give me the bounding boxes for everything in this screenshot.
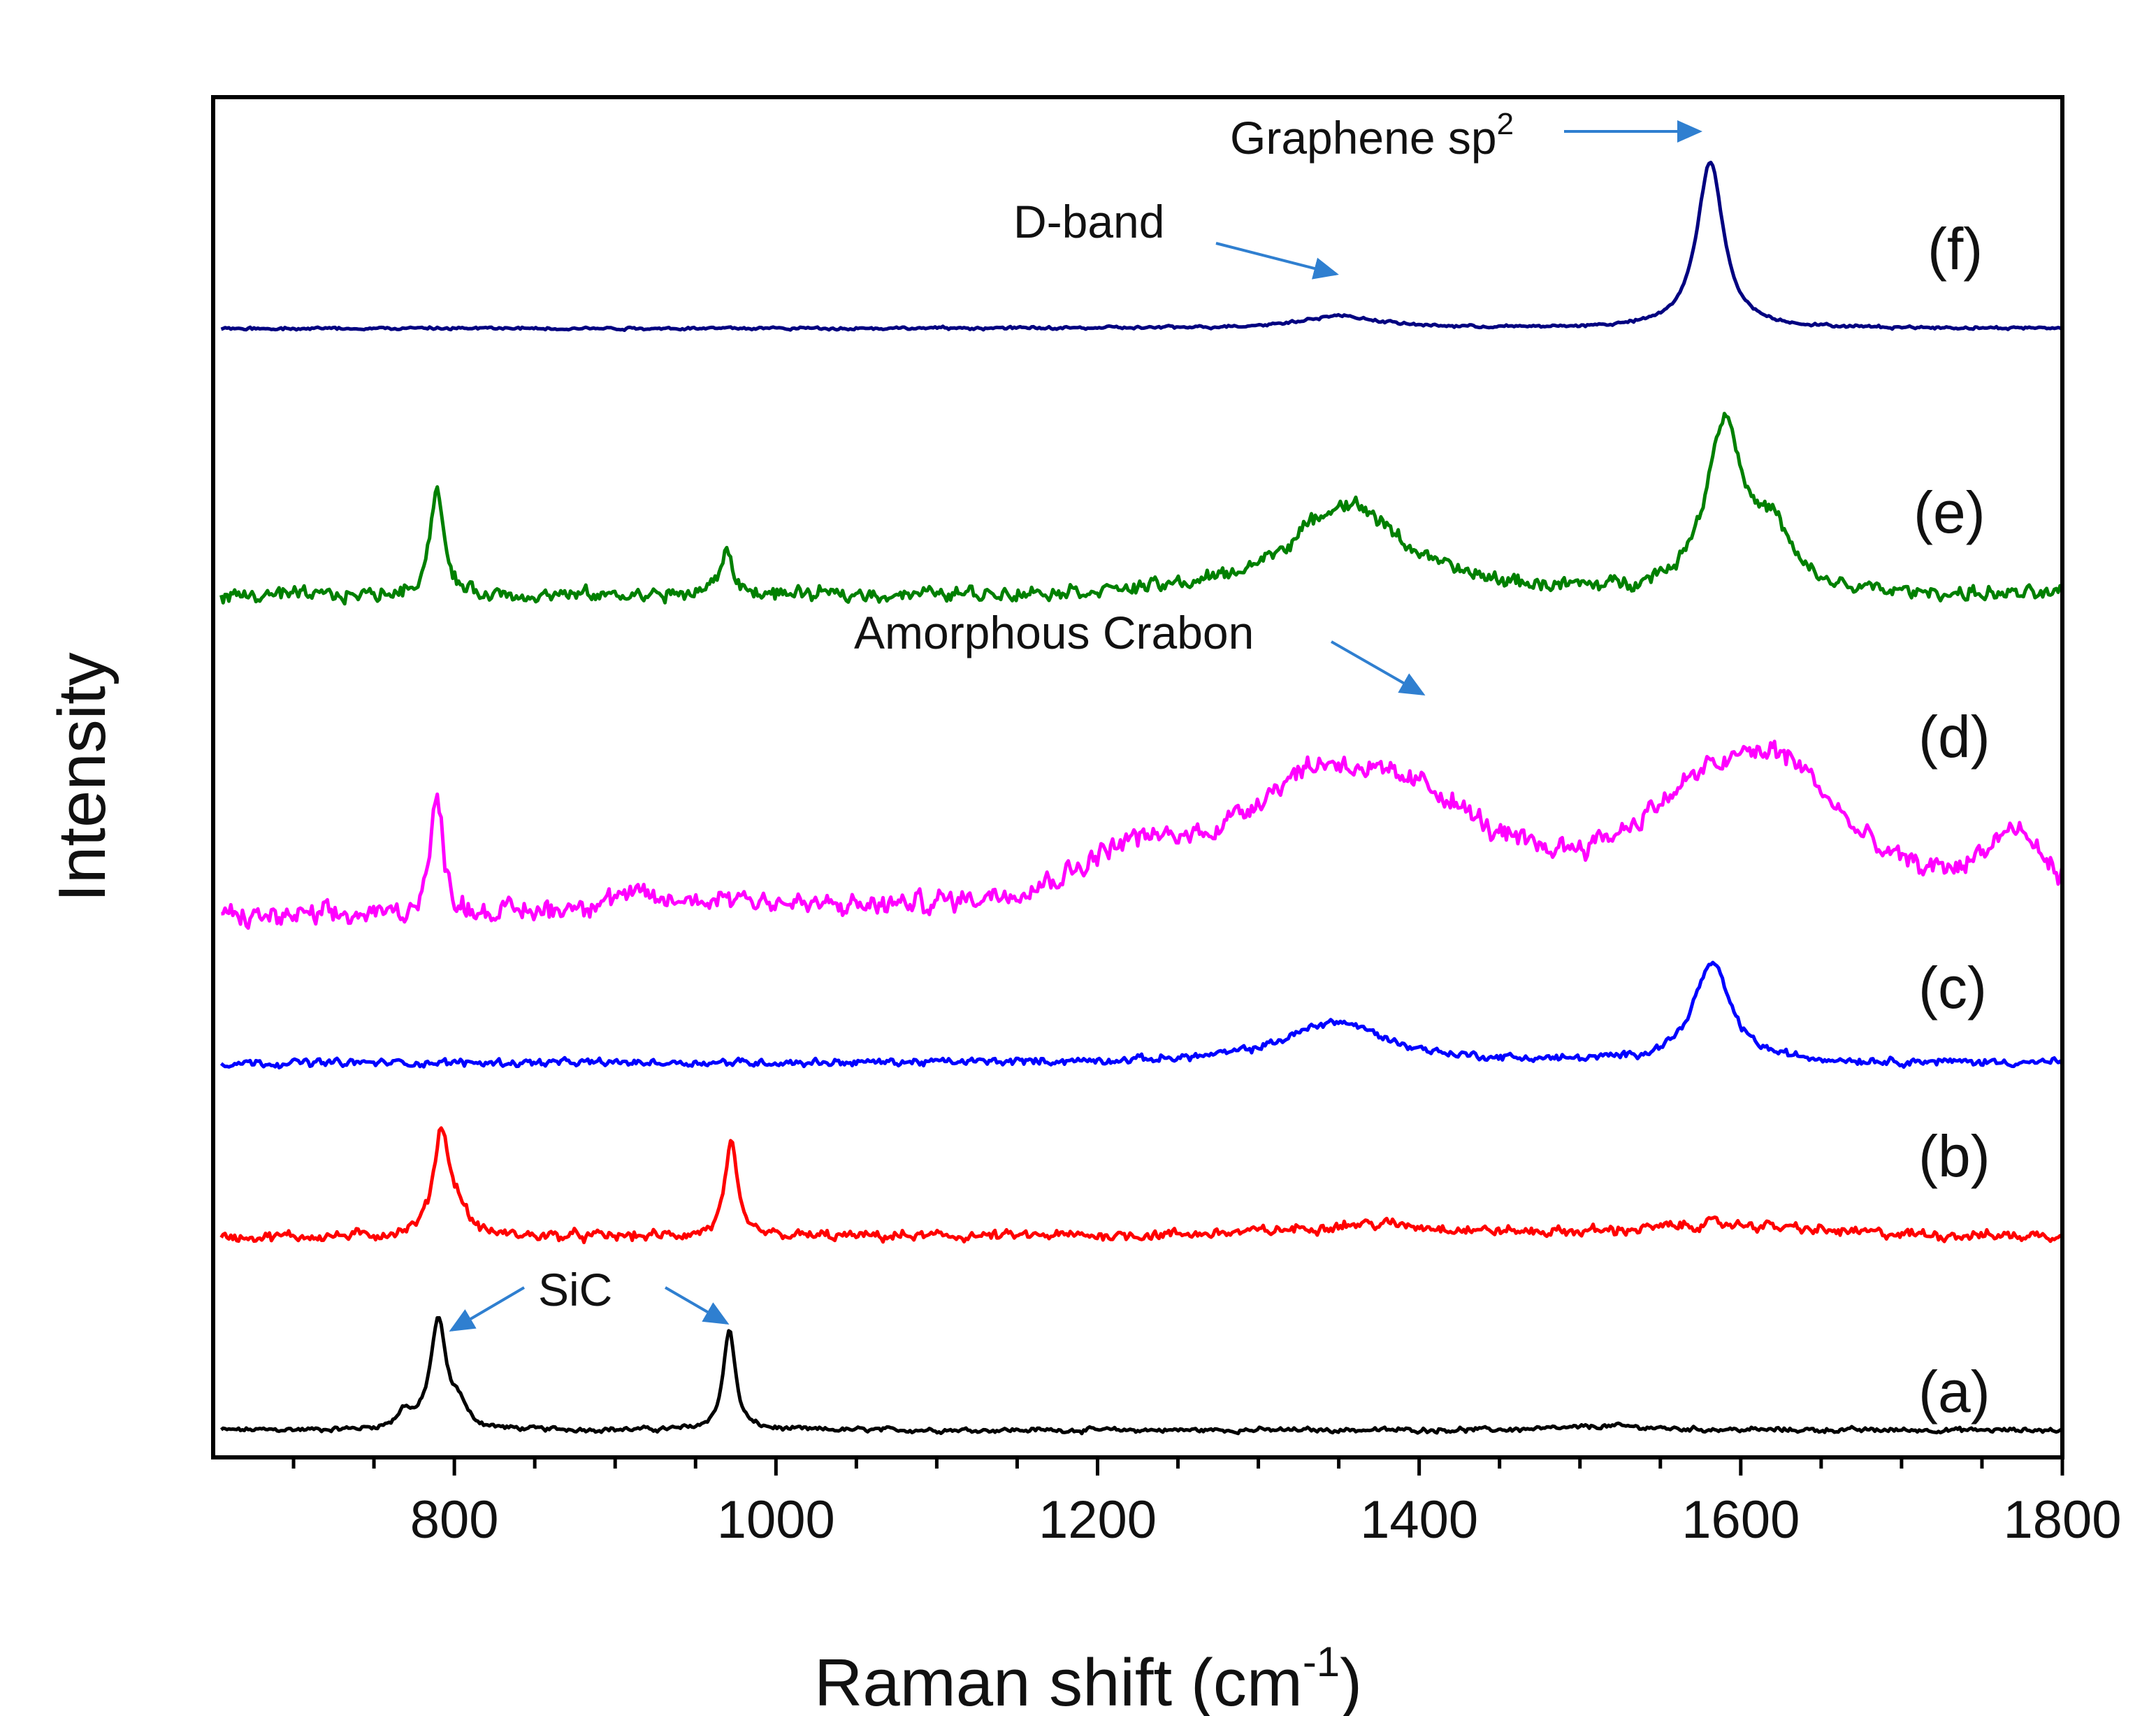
arrow-sic-right (664, 1286, 730, 1325)
series-label-e: (e) (1913, 480, 1985, 545)
arrow-amorphous-carbon (1331, 640, 1426, 695)
x-axis-title-text: Raman shift (cm (814, 1645, 1303, 1716)
series-layer (219, 160, 2064, 1436)
x-tick-label-1600: 1600 (1681, 1490, 1800, 1550)
series-line-e (219, 412, 2064, 606)
x-axis-ticks: 800 1000 1200 1400 1600 1800 (291, 1457, 2122, 1550)
series-label-d: (d) (1918, 704, 1990, 770)
series-line-d (221, 740, 2064, 930)
series-label-c: (c) (1918, 955, 1987, 1021)
x-axis-title-sup: -1 (1303, 1638, 1340, 1685)
arrow-d-band (1215, 242, 1339, 280)
x-axis-title: Raman shift (cm-1) (814, 1638, 1362, 1716)
annotation-d-band: D-band (1013, 196, 1164, 247)
series-label-a: (a) (1918, 1359, 1990, 1425)
x-tick-label-1400: 1400 (1360, 1490, 1478, 1550)
annotation-graphene-sp2: Graphene sp2 (1230, 107, 1514, 164)
series-line-c (219, 960, 2064, 1069)
annotation-amorphous-carbon: Amorphous Crabon (854, 607, 1254, 658)
x-axis-title-close: ) (1340, 1645, 1362, 1716)
series-line-a (219, 1315, 2063, 1436)
series-line-b (219, 1126, 2063, 1244)
series-label-f: (f) (1927, 216, 1983, 282)
series-line-f (220, 160, 2063, 332)
arrow-sic-left (449, 1286, 526, 1332)
y-axis-title: Intensity (45, 652, 120, 902)
annotation-graphene-sup: 2 (1497, 107, 1514, 141)
annotation-sic: SiC (538, 1264, 612, 1315)
x-tick-label-1800: 1800 (2003, 1490, 2121, 1550)
series-label-b: (b) (1918, 1123, 1990, 1189)
x-tick-label-800: 800 (410, 1490, 499, 1550)
plot-frame (211, 95, 2064, 1459)
annotation-graphene-text: Graphene sp (1230, 112, 1497, 164)
x-tick-label-1200: 1200 (1039, 1490, 1157, 1550)
x-tick-label-1000: 1000 (717, 1490, 835, 1550)
